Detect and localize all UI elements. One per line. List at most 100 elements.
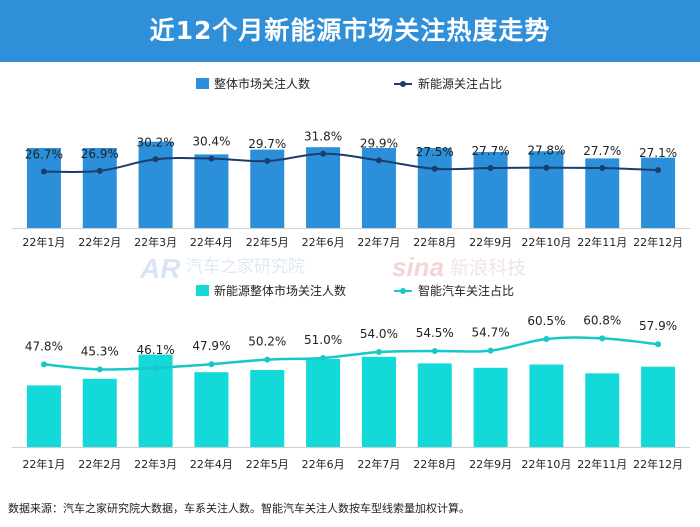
bar xyxy=(585,373,620,447)
line-point xyxy=(320,150,327,157)
line-point xyxy=(320,355,327,361)
line-point xyxy=(431,165,438,172)
bar xyxy=(26,385,61,447)
source-note: 数据来源：汽车之家研究院大数据，车系关注人数。智能汽车关注人数按车型线索量加权计… xyxy=(8,502,470,515)
bar xyxy=(529,151,564,228)
x-tick-label: 22年10月 xyxy=(521,235,571,249)
bar xyxy=(306,147,341,228)
data-label: 29.9% xyxy=(360,136,398,150)
bar xyxy=(417,363,452,447)
x-tick-label: 22年6月 xyxy=(302,457,345,471)
line-point xyxy=(96,366,103,373)
legend-bar-label: 整体市场关注人数 xyxy=(214,76,310,91)
data-label: 27.1% xyxy=(639,146,677,160)
x-tick-label: 22年5月 xyxy=(246,235,289,249)
line-point xyxy=(152,364,159,371)
data-label: 29.7% xyxy=(248,137,286,151)
x-tick-label: 22年11月 xyxy=(577,457,627,471)
line-point xyxy=(208,361,215,368)
bar xyxy=(194,154,229,228)
data-label: 54.0% xyxy=(360,327,398,341)
x-tick-label: 22年12月 xyxy=(633,457,683,471)
x-tick-label: 22年9月 xyxy=(469,235,512,249)
data-label: 31.8% xyxy=(304,130,342,144)
title-banner xyxy=(0,0,700,62)
series-line xyxy=(43,152,659,174)
data-label: 54.7% xyxy=(472,326,510,340)
bar xyxy=(138,141,173,228)
legend-line-marker xyxy=(400,288,406,294)
line-point xyxy=(208,155,215,162)
bar xyxy=(250,370,285,447)
data-label: 57.9% xyxy=(639,319,677,333)
data-label: 45.3% xyxy=(81,344,119,358)
x-tick-label: 22年3月 xyxy=(134,457,177,471)
x-tick-label: 22年7月 xyxy=(357,457,400,471)
data-label: 46.1% xyxy=(137,343,175,357)
legend-bar-swatch xyxy=(196,285,209,296)
x-tick-label: 22年6月 xyxy=(302,235,345,249)
x-tick-label: 22年8月 xyxy=(413,235,456,249)
watermark-sina: 新浪科技 xyxy=(450,257,526,279)
line-point xyxy=(40,168,47,175)
legend-line-marker xyxy=(400,81,406,87)
line-point xyxy=(599,335,606,342)
bar xyxy=(82,148,117,228)
line-point xyxy=(655,341,662,348)
line-point xyxy=(152,156,159,163)
line-point xyxy=(264,158,271,165)
x-tick-label: 22年12月 xyxy=(633,235,683,249)
legend-line-label: 新能源关注占比 xyxy=(418,76,502,91)
watermark: AR 汽车之家研究院 sina 新浪科技 xyxy=(139,252,526,284)
data-label: 50.2% xyxy=(248,335,286,349)
data-label: 26.7% xyxy=(25,148,63,162)
autohome-logo-icon: AR xyxy=(139,253,181,284)
watermark-autohome: 汽车之家研究院 xyxy=(186,257,305,277)
data-label: 60.5% xyxy=(527,314,565,328)
line-point xyxy=(96,167,103,174)
bar xyxy=(641,366,676,447)
data-label: 47.9% xyxy=(192,339,230,353)
x-tick-label: 22年10月 xyxy=(521,457,571,471)
x-tick-label: 22年2月 xyxy=(78,235,121,249)
bar xyxy=(306,359,341,447)
data-label: 51.0% xyxy=(304,333,342,347)
line-point xyxy=(487,165,494,172)
sina-logo-icon: sina xyxy=(392,252,444,282)
x-tick-label: 22年8月 xyxy=(413,457,456,471)
data-label: 27.8% xyxy=(527,144,565,158)
bar xyxy=(26,148,61,228)
bar xyxy=(529,364,564,447)
data-label: 47.8% xyxy=(25,339,63,353)
data-label: 26.9% xyxy=(81,147,119,161)
line-point xyxy=(375,349,382,355)
legend-line-label: 智能汽车关注占比 xyxy=(418,283,514,298)
data-label: 30.4% xyxy=(192,135,230,149)
data-label: 60.8% xyxy=(583,313,621,327)
line-point xyxy=(40,361,47,368)
series-line xyxy=(43,336,659,371)
line-point xyxy=(431,348,438,354)
x-tick-label: 22年11月 xyxy=(577,235,627,249)
x-tick-label: 22年1月 xyxy=(22,235,65,249)
x-tick-label: 22年4月 xyxy=(190,457,233,471)
bar xyxy=(82,378,117,447)
legend-bar-label: 新能源整体市场关注人数 xyxy=(214,283,346,298)
x-tick-label: 22年1月 xyxy=(22,457,65,471)
x-tick-label: 22年3月 xyxy=(134,235,177,249)
legend-bar-swatch xyxy=(196,78,209,89)
bar xyxy=(417,148,452,228)
data-label: 54.5% xyxy=(416,326,454,340)
x-tick-label: 22年7月 xyxy=(357,235,400,249)
page-title: 近12个月新能源市场关注热度走势 xyxy=(149,16,551,45)
data-label: 27.7% xyxy=(583,144,621,158)
line-point xyxy=(655,167,662,174)
line-point xyxy=(264,356,271,363)
x-tick-label: 22年5月 xyxy=(246,457,289,471)
line-point xyxy=(599,165,606,172)
x-tick-label: 22年2月 xyxy=(78,457,121,471)
bar xyxy=(194,372,229,447)
line-point xyxy=(375,157,382,164)
data-label: 27.5% xyxy=(416,145,454,159)
